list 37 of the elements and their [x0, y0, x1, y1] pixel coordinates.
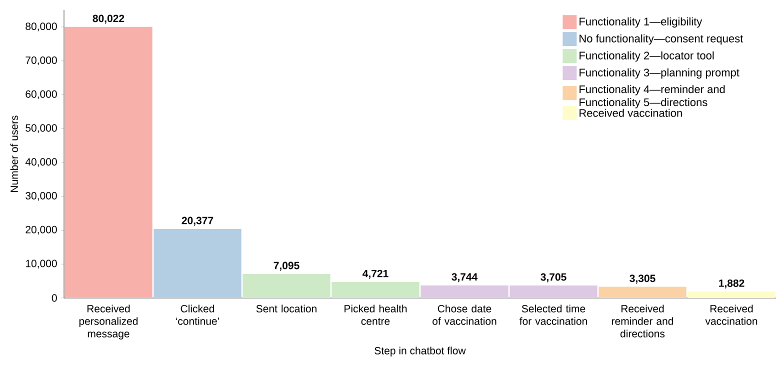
data-label: 4,721: [362, 270, 388, 279]
y-tick-label: 60,000: [26, 90, 57, 100]
x-axis-title: Step in chatbot flow: [374, 346, 466, 356]
x-tick-label: Received reminder and directions: [612, 304, 674, 338]
bar: [64, 26, 152, 298]
y-tick-label: 40,000: [25, 158, 57, 167]
y-axis-title: Number of users: [10, 116, 18, 192]
x-tick-label: Clicked ‘continue’: [176, 304, 220, 325]
data-label: 3,705: [540, 273, 566, 282]
data-label: 3,305: [630, 274, 656, 284]
y-tick-label: 20,000: [26, 226, 57, 235]
y-tick-label: 70,000: [26, 56, 57, 66]
x-tick-label: Received vaccination: [705, 304, 758, 325]
legend-label: Functionality 2—locator tool: [580, 51, 714, 62]
legend-label: Received vaccination: [580, 108, 682, 117]
x-tick-label: Selected time for vaccination: [520, 304, 587, 325]
legend-label: Functionality 4—reminder and Functionality 5—directions: [580, 85, 725, 108]
data-label: 1,882: [719, 279, 744, 288]
legend-label: No functionality—consent request: [580, 34, 744, 45]
y-tick-label: 30,000: [26, 192, 57, 201]
legend-label: Functionality 3—planning prompt: [580, 68, 740, 79]
x-tick-label: Received personalized message: [79, 304, 138, 340]
y-tick-label: 10,000: [26, 260, 57, 268]
data-label: 80,022: [92, 14, 124, 24]
data-label: 20,377: [182, 216, 214, 226]
legend-label: Functionality 1—eligibility: [580, 17, 702, 28]
data-label: 3,744: [452, 273, 478, 282]
bar: [154, 228, 242, 298]
bar: [598, 286, 686, 298]
y-tick-label: 0: [52, 294, 57, 302]
x-tick-label: Picked health centre: [344, 304, 407, 325]
data-label: 7,095: [274, 262, 300, 271]
x-tick-label: Chose date of vaccination: [432, 304, 496, 325]
y-tick-label: 50,000: [26, 124, 57, 133]
bar: [688, 292, 776, 298]
y-tick-label: 80,000: [26, 22, 57, 32]
x-tick-label: Sent location: [256, 304, 316, 312]
